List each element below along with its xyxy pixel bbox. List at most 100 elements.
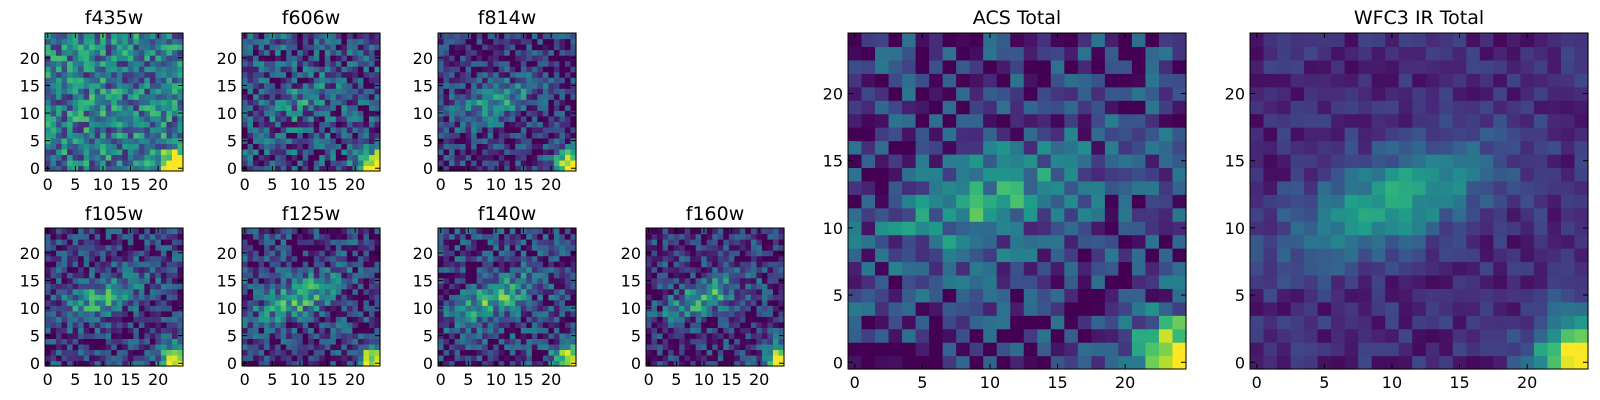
- heatmap-cell: [739, 360, 746, 367]
- heatmap-cell: [78, 66, 85, 73]
- heatmap-cell: [756, 349, 763, 356]
- heatmap-cell: [122, 360, 129, 367]
- heatmap-cell: [291, 104, 298, 111]
- heatmap-cell: [352, 159, 359, 167]
- heatmap-cell: [133, 310, 140, 317]
- heatmap-cell: [684, 360, 691, 367]
- heatmap-cell: [357, 277, 365, 284]
- heatmap-cell: [127, 233, 134, 240]
- heatmap-cell: [509, 88, 516, 95]
- heatmap-cell: [537, 261, 544, 268]
- heatmap-cell: [1172, 221, 1187, 236]
- heatmap-cell: [559, 288, 566, 295]
- heatmap-cell: [778, 272, 785, 279]
- heatmap-cell: [772, 266, 780, 273]
- heatmap-cell: [286, 239, 293, 246]
- heatmap-cell: [291, 126, 298, 133]
- heatmap-cell: [983, 207, 998, 222]
- heatmap-cell: [100, 283, 107, 290]
- heatmap-cell: [564, 159, 572, 167]
- heatmap-cell: [352, 77, 359, 84]
- heatmap-cell: [1037, 207, 1052, 222]
- heatmap-cell: [149, 104, 156, 111]
- heatmap-cell: [504, 255, 511, 262]
- heatmap-cell: [374, 44, 381, 51]
- heatmap-cell: [476, 55, 483, 62]
- heatmap-cell: [438, 49, 445, 56]
- heatmap-cell: [297, 49, 304, 56]
- heatmap-cell: [67, 115, 74, 122]
- heatmap-cell: [662, 316, 669, 323]
- heatmap-cell: [548, 354, 555, 362]
- heatmap-cell: [454, 332, 461, 339]
- heatmap-cell: [330, 310, 337, 317]
- heatmap-cell: [482, 288, 489, 295]
- heatmap-cell: [302, 88, 309, 95]
- heatmap-cell: [542, 266, 549, 273]
- heatmap-cell: [657, 332, 664, 339]
- heatmap-cell: [515, 77, 522, 84]
- heatmap-cell: [476, 294, 483, 301]
- heatmap-cell: [346, 154, 353, 161]
- heatmap-cell: [668, 261, 675, 268]
- heatmap-cell: [482, 99, 489, 106]
- heatmap-cell: [443, 121, 450, 128]
- heatmap-cell: [280, 165, 287, 172]
- heatmap-cell: [443, 233, 450, 240]
- heatmap-cell: [476, 110, 483, 117]
- heatmap-cell: [155, 283, 162, 290]
- heatmap-cell: [116, 283, 123, 290]
- heatmap-cell: [553, 338, 561, 345]
- heatmap-cell: [723, 261, 730, 268]
- heatmap-cell: [61, 321, 68, 328]
- heatmap-cell: [520, 239, 527, 246]
- heatmap-cell: [956, 328, 971, 343]
- heatmap-cell: [302, 272, 309, 279]
- heatmap-cell: [324, 121, 331, 128]
- heatmap-cell: [438, 321, 445, 328]
- heatmap-cell: [929, 355, 944, 370]
- heatmap-cell: [242, 132, 249, 139]
- heatmap-cell: [493, 332, 500, 339]
- heatmap-cell: [559, 327, 566, 334]
- heatmap-cell: [319, 115, 326, 122]
- heatmap-cell: [684, 316, 691, 323]
- heatmap-cell: [493, 66, 500, 73]
- heatmap-cell: [493, 126, 500, 133]
- heatmap-cell: [247, 159, 254, 167]
- heatmap-cell: [374, 294, 381, 301]
- x-tick-label: 0: [240, 370, 250, 389]
- heatmap-cell: [330, 154, 337, 161]
- heatmap-cell: [313, 261, 320, 268]
- heatmap-cell: [50, 255, 57, 262]
- heatmap-cell: [498, 360, 505, 367]
- heatmap-cell: [138, 294, 145, 301]
- heatmap-cell: [701, 294, 708, 301]
- heatmap-cell: [89, 294, 96, 301]
- heatmap-cell: [269, 349, 276, 356]
- heatmap-cell: [761, 272, 769, 279]
- heatmap-cell: [89, 99, 96, 106]
- heatmap-cell: [280, 338, 287, 345]
- heatmap-cell: [160, 82, 168, 89]
- heatmap-cell: [564, 44, 572, 51]
- heatmap-cell: [542, 310, 549, 317]
- heatmap-cell: [657, 261, 664, 268]
- heatmap-cell: [61, 261, 68, 268]
- heatmap-cell: [291, 354, 298, 362]
- heatmap-cell: [357, 104, 365, 111]
- heatmap-cell: [155, 132, 162, 139]
- heatmap-cell: [138, 55, 145, 62]
- heatmap-cell: [915, 248, 930, 263]
- heatmap-cell: [177, 88, 184, 95]
- heatmap-cell: [646, 349, 653, 356]
- heatmap-cell: [498, 44, 505, 51]
- heatmap-cell: [171, 283, 179, 290]
- heatmap-cell: [465, 143, 472, 150]
- heatmap-cell: [177, 228, 184, 235]
- heatmap-cell: [454, 126, 461, 133]
- heatmap-cell: [116, 272, 123, 279]
- x-tick-label: 0: [436, 370, 446, 389]
- heatmap-cell: [728, 239, 735, 246]
- heatmap-cell: [509, 321, 516, 328]
